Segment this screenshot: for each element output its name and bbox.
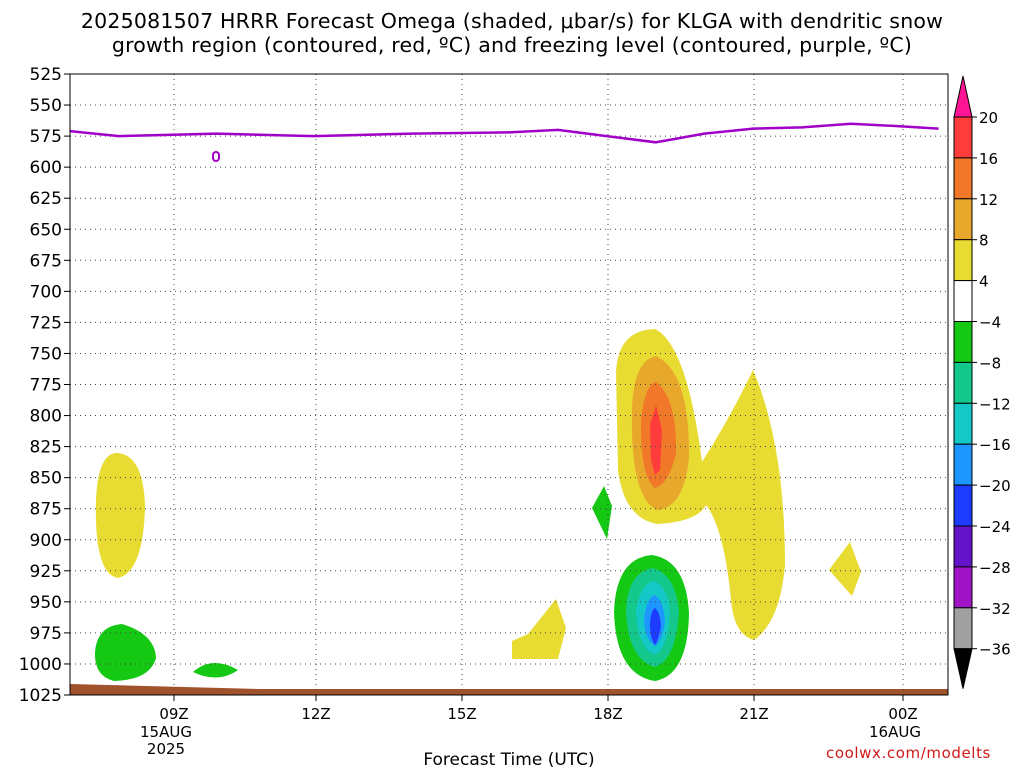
y-tick-label: 850 — [30, 469, 62, 489]
y-tick-label: 925 — [30, 562, 62, 582]
plot-frame — [69, 73, 949, 696]
axes: 525 550 575 600 625 650 675 700 725 750 775 800 825 8… — [19, 65, 949, 768]
x-tick-sublabel: 15AUG — [140, 723, 192, 741]
y-tick-label: 1000 — [19, 655, 62, 675]
colorbar-label: −16 — [979, 436, 1011, 454]
omega-neg-10z — [193, 662, 238, 678]
colorbar-segment — [953, 566, 973, 609]
y-tick-label: 950 — [30, 593, 62, 613]
colorbar-bottom-arrow — [953, 648, 973, 689]
colorbar-label: −32 — [979, 600, 1011, 618]
omega-core-neg20 — [650, 608, 661, 645]
chart-title-line1: 2025081507 HRRR Forecast Omega (shaded, … — [80, 9, 944, 33]
y-tick-label: 575 — [30, 127, 62, 147]
y-tick-label: 625 — [30, 189, 62, 209]
y-tick-label: 825 — [30, 438, 62, 458]
colorbar-label: −36 — [979, 641, 1011, 659]
colorbar-label: −24 — [979, 518, 1011, 536]
x-tick-label: 00Z — [888, 705, 917, 723]
colorbar-segment — [953, 239, 973, 282]
omega-pos-17z — [512, 599, 566, 659]
x-tick-label: 18Z — [593, 705, 622, 723]
colorbar-segment — [953, 443, 973, 486]
omega-pos-08z — [95, 452, 145, 578]
colorbar-top-arrow — [953, 75, 973, 118]
colorbar-segment — [953, 361, 973, 404]
credit-text: coolwx.com/modelts — [826, 744, 991, 762]
colorbar-label: 20 — [979, 109, 998, 127]
x-tick-label: 09Z — [159, 705, 188, 723]
colorbar-segment — [953, 607, 973, 650]
colorbar-label: 8 — [979, 232, 989, 250]
colorbar-label: 16 — [979, 150, 998, 168]
colorbar-label: 12 — [979, 191, 998, 209]
y-tick-label: 600 — [30, 158, 62, 178]
chart-title-line2: growth region (contoured, red, ºC) and f… — [111, 33, 913, 57]
omega-neg-08z — [94, 624, 156, 681]
grid-lines — [70, 73, 948, 696]
y-tick-label: 800 — [30, 407, 62, 427]
colorbar-label: −12 — [979, 395, 1011, 413]
colorbar-segment — [953, 116, 973, 159]
y-tick-label: 725 — [30, 313, 62, 333]
y-tick-label: 525 — [30, 65, 62, 85]
y-tick-label: 650 — [30, 220, 62, 240]
y-tick-label: 900 — [30, 531, 62, 551]
colorbar-segment — [953, 484, 973, 527]
y-tick-label: 700 — [30, 282, 62, 302]
colorbar-label: −4 — [979, 314, 1001, 332]
x-tick-label: 15Z — [447, 705, 476, 723]
x-tick-sublabel: 16AUG — [869, 723, 921, 741]
y-tick-label: 975 — [30, 624, 62, 644]
colorbar-label: 4 — [979, 273, 989, 291]
colorbar-segment — [953, 321, 973, 363]
colorbar-segment — [953, 280, 973, 323]
colorbar-segment — [953, 402, 973, 445]
y-tick-label: 750 — [30, 344, 62, 364]
x-tick-label: 21Z — [739, 705, 768, 723]
omega-pos-23z — [829, 542, 861, 596]
y-tick-label: 775 — [30, 376, 62, 396]
y-tick-label: 1025 — [19, 686, 62, 706]
x-tick-sublabel: 2025 — [147, 740, 185, 758]
freezing-level-label — [212, 151, 220, 162]
colorbar-segment — [953, 198, 973, 241]
colorbar-segment — [953, 157, 973, 200]
y-tick-label: 875 — [30, 500, 62, 520]
colorbar-label: −28 — [979, 559, 1011, 577]
ground-surface — [70, 684, 948, 695]
colorbar-segment — [953, 525, 973, 568]
omega-neg-18z — [592, 486, 612, 539]
omega-core-16 — [650, 405, 662, 475]
y-tick-label: 675 — [30, 251, 62, 271]
x-axis-label: Forecast Time (UTC) — [423, 750, 594, 768]
x-tick-label: 12Z — [301, 705, 330, 723]
colorbar: 20 16 12 8 4 −4 −8 −12 −16 −20 −24 −28 −32 −36 — [953, 75, 1011, 689]
y-tick-label: 550 — [30, 96, 62, 116]
freezing-level-contour — [69, 122, 939, 162]
omega-shading — [70, 329, 948, 695]
colorbar-label: −20 — [979, 477, 1011, 495]
colorbar-label: −8 — [979, 354, 1001, 372]
freezing-level-line — [69, 122, 939, 144]
